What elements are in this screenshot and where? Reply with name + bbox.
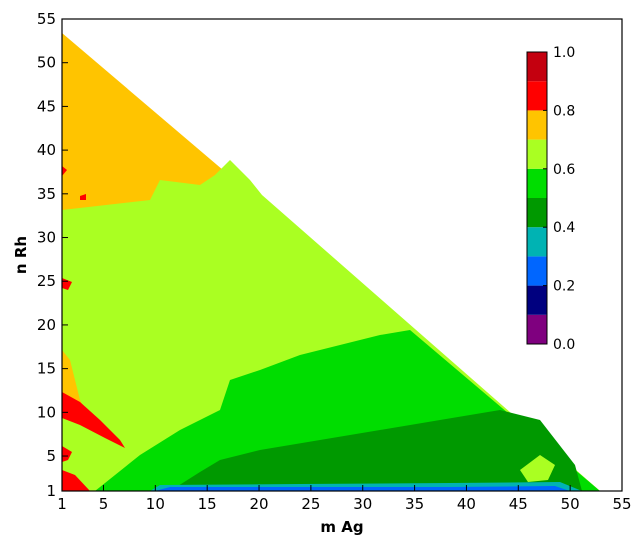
y-tick-label: 35 (37, 185, 56, 203)
colorbar-tick-label: 0.6 (553, 162, 575, 178)
axes-frame (61, 18, 623, 492)
y-tick-label: 15 (37, 360, 56, 378)
colorbar-segment (527, 256, 547, 286)
x-axis-title: m Ag (320, 518, 363, 536)
x-tick-label: 15 (198, 495, 217, 513)
y-tick-label: 20 (37, 316, 56, 334)
y-tick-label: 10 (37, 403, 56, 421)
region-0.4-0.5 (170, 410, 582, 491)
y-tick-label: 5 (46, 447, 56, 465)
region-0.8-0.9-a (62, 392, 125, 448)
colorbar-segment (527, 314, 547, 344)
colorbar-segment (527, 139, 547, 169)
x-tick-label: 55 (612, 495, 631, 513)
y-tick-label: 50 (37, 54, 56, 72)
colorbar-segment (527, 168, 547, 198)
colorbar-segment (527, 52, 547, 82)
x-tick-label: 10 (146, 495, 165, 513)
colorbar-tick-label: 0.0 (553, 337, 575, 353)
x-tick-label: 25 (301, 495, 320, 513)
colorbar-tick-label: 0.8 (553, 103, 575, 119)
x-tick-label: 30 (353, 495, 372, 513)
colorbar-segment (527, 198, 547, 228)
colorbar: 0.0 0.2 0.4 0.6 0.8 1.0 (526, 45, 575, 353)
colorbar-segment (527, 110, 547, 140)
x-tick-label: 1 (57, 495, 67, 513)
colorbar-segment (527, 81, 547, 111)
x-axis: 1 5 10 15 20 25 30 35 40 45 50 55 (57, 485, 632, 513)
region-0.8-0.9-b (62, 446, 72, 462)
region-0.6-0.7-patch (520, 455, 555, 482)
colorbar-tick-label: 0.2 (553, 279, 575, 295)
y-tick-label: 30 (37, 229, 56, 247)
y-tick-label: 25 (37, 272, 56, 290)
region-0.8-0.9-f (80, 194, 86, 200)
colorbar-tick-label: 0.4 (553, 220, 575, 236)
y-tick-label: 40 (37, 141, 56, 159)
colorbar-tick-label: 1.0 (553, 45, 575, 61)
region-0.8-0.9-e (62, 166, 67, 176)
region-0.8-0.9-c (62, 470, 90, 491)
colorbar-frame (526, 51, 548, 345)
colorbar-segment (527, 285, 547, 315)
x-tick-label: 45 (509, 495, 528, 513)
x-tick-label: 35 (405, 495, 424, 513)
x-tick-label: 5 (99, 495, 109, 513)
x-tick-label: 20 (249, 495, 268, 513)
x-tick-label: 40 (457, 495, 476, 513)
x-tick-label: 50 (561, 495, 580, 513)
y-tick-label: 45 (37, 97, 56, 115)
colorbar-segment (527, 227, 547, 257)
y-tick-label: 1 (46, 482, 56, 500)
plot-area (61, 18, 623, 492)
y-axis-title: n Rh (12, 236, 30, 274)
y-tick-label: 55 (37, 10, 56, 28)
